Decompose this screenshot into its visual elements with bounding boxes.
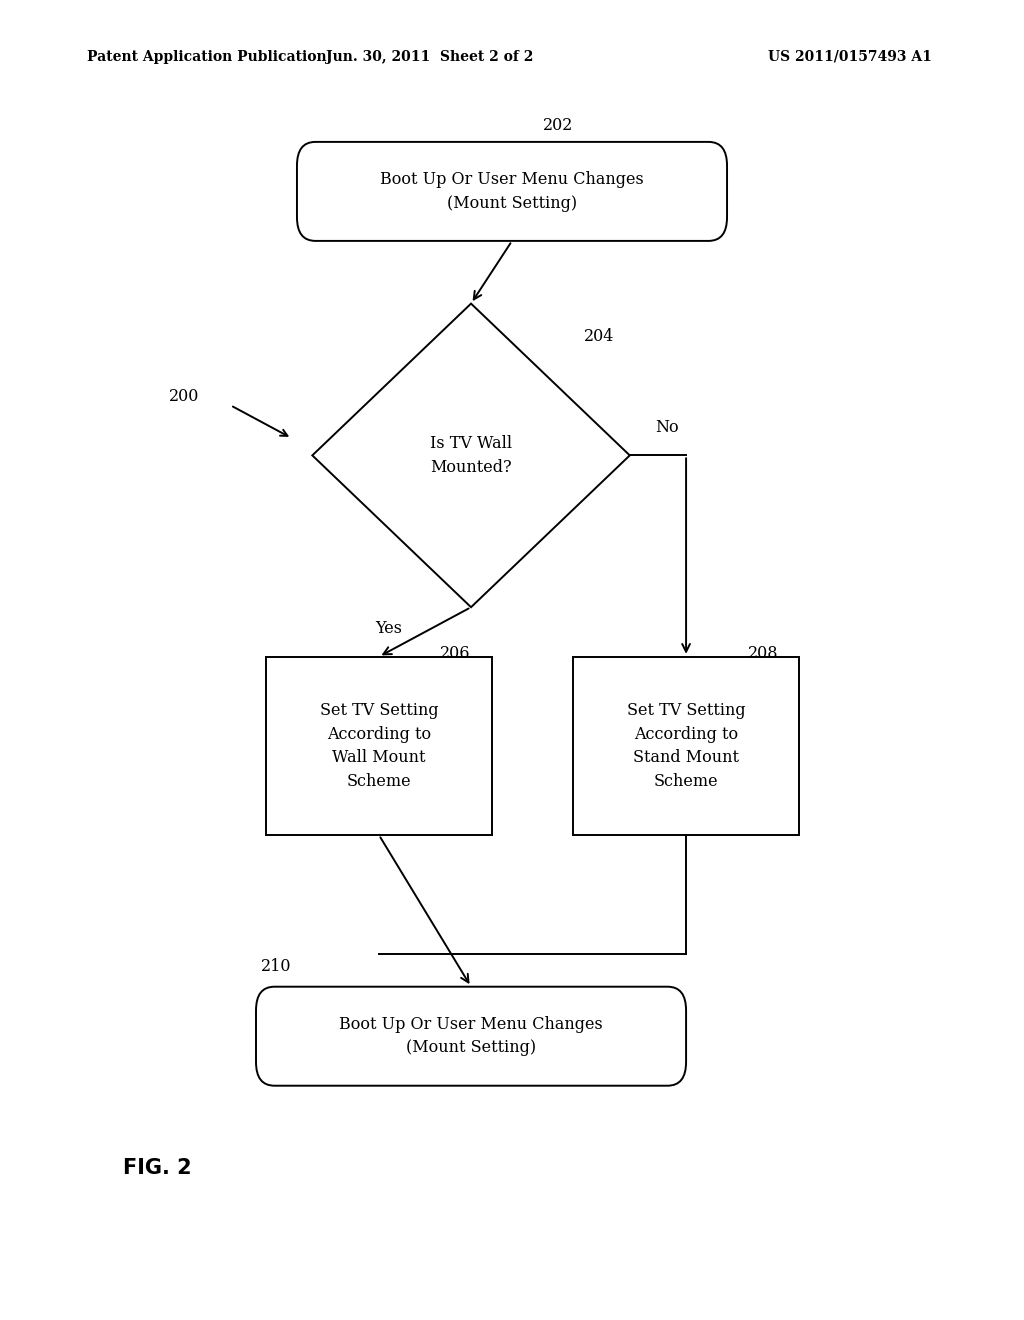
Text: No: No (655, 418, 679, 436)
Text: Patent Application Publication: Patent Application Publication (87, 50, 327, 63)
FancyBboxPatch shape (256, 987, 686, 1085)
Text: Boot Up Or User Menu Changes
(Mount Setting): Boot Up Or User Menu Changes (Mount Sett… (380, 172, 644, 211)
Bar (573, 657, 799, 836)
Text: Is TV Wall
Mounted?: Is TV Wall Mounted? (430, 436, 512, 475)
Text: Set TV Setting
According to
Wall Mount
Scheme: Set TV Setting According to Wall Mount S… (319, 702, 438, 789)
Text: 206: 206 (440, 645, 471, 661)
Text: 202: 202 (543, 117, 573, 133)
Text: 200: 200 (169, 388, 200, 404)
Text: 204: 204 (584, 329, 614, 345)
Text: Set TV Setting
According to
Stand Mount
Scheme: Set TV Setting According to Stand Mount … (627, 702, 745, 789)
Text: 208: 208 (748, 645, 778, 661)
Bar (266, 657, 492, 836)
Polygon shape (312, 304, 630, 607)
FancyBboxPatch shape (297, 143, 727, 242)
Text: US 2011/0157493 A1: US 2011/0157493 A1 (768, 50, 932, 63)
Text: FIG. 2: FIG. 2 (123, 1158, 191, 1179)
Text: 210: 210 (261, 958, 292, 974)
Text: Boot Up Or User Menu Changes
(Mount Setting): Boot Up Or User Menu Changes (Mount Sett… (339, 1016, 603, 1056)
Text: Jun. 30, 2011  Sheet 2 of 2: Jun. 30, 2011 Sheet 2 of 2 (327, 50, 534, 63)
Text: Yes: Yes (376, 620, 402, 638)
